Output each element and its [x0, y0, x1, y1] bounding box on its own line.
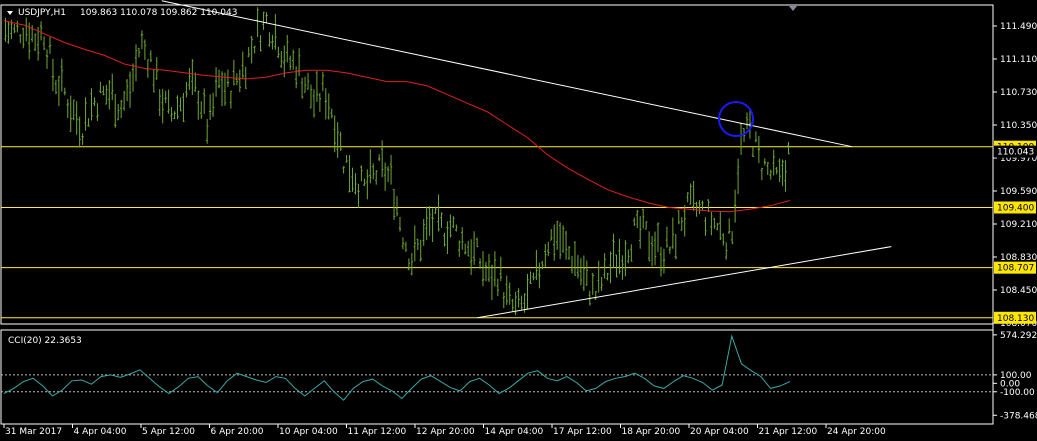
- time-tick-label: 4 Apr 04:00: [74, 427, 127, 437]
- chevron-down-icon[interactable]: [7, 11, 13, 15]
- price-tick-label: 110.350: [1000, 121, 1037, 131]
- time-axis: 31 Mar 2017 4 Apr 04:00 5 Apr 12:00 6 Apr 2…: [3, 424, 886, 437]
- main-chart-frame: [0, 4, 994, 325]
- current-price-tag-label: 110.043: [997, 148, 1034, 158]
- cci-panel-frame: [0, 329, 994, 425]
- ohlc-readout: 109.863 110.078 109.862 110.043: [80, 8, 237, 18]
- price-tick-label: 109.210: [1000, 220, 1037, 230]
- price-tick-label: 109.970: [1000, 154, 1037, 164]
- price-tick-label: 111.490: [1000, 22, 1037, 32]
- cci-title: CCI(20) 22.3653: [8, 336, 82, 346]
- price-tick-label: 109.590: [1000, 187, 1037, 197]
- time-tick-label: 5 Apr 12:00: [142, 427, 195, 437]
- time-tick-label: 14 Apr 04:00: [485, 427, 544, 437]
- cci-tick-label: -100.00: [1000, 388, 1035, 398]
- highlight-circle: [718, 101, 754, 137]
- main-chart-layers: [1, 0, 993, 319]
- price-level-tag-label: 108.707: [997, 264, 1034, 274]
- time-tick-label: 31 Mar 2017: [5, 427, 62, 437]
- trendline[interactable]: [161, 0, 853, 148]
- price-tick-label: 108.830: [1000, 253, 1037, 263]
- symbol-label: USDJPY,H1: [18, 8, 66, 18]
- cci-tick-label: 0.00: [1000, 379, 1020, 389]
- cci-tick-label: -378.4686: [1000, 411, 1037, 421]
- cci-axis: 574.2926 100.000.00-100.00 -378.4686: [993, 331, 1037, 421]
- cci-line: [3, 334, 791, 401]
- time-tick-label: 11 Apr 12:00: [348, 427, 407, 437]
- current-price-tag: [994, 145, 1036, 158]
- trendline[interactable]: [477, 246, 892, 319]
- chart-shift-marker-icon[interactable]: [789, 6, 797, 11]
- price-level-tag-label: 109.400: [997, 203, 1034, 213]
- price-tick-label: 108.450: [1000, 286, 1037, 296]
- time-tick-label: 12 Apr 20:00: [416, 427, 475, 437]
- cci-levels: [1, 374, 993, 393]
- time-tick-label: 10 Apr 04:00: [279, 427, 338, 437]
- time-tick-label: 18 Apr 20:00: [622, 427, 681, 437]
- cci-tick-label: 100.00: [1000, 371, 1032, 381]
- price-tick-label: 108.070: [1000, 319, 1037, 329]
- trendlines[interactable]: [161, 0, 892, 319]
- price-level-tag: [994, 261, 1036, 274]
- time-tick-label: 24 Apr 20:00: [827, 427, 886, 437]
- price-tick-label: 111.110: [1000, 55, 1037, 65]
- price-level-tag: [994, 201, 1036, 214]
- price-level-tag-label: 108.130: [997, 314, 1034, 324]
- time-tick-label: 20 Apr 04:00: [690, 427, 749, 437]
- price-tick-label: 110.730: [1000, 88, 1037, 98]
- price-bars: [4, 7, 790, 316]
- time-tick-label: 21 Apr 12:00: [759, 427, 818, 437]
- horizontal-levels: [1, 146, 993, 319]
- price-level-tag: [994, 311, 1036, 324]
- time-tick-label: 6 Apr 20:00: [211, 427, 264, 437]
- price-axis: 111.490 111.110 110.730 110.350 109.970 109.5…: [993, 22, 1037, 329]
- chart-header: USDJPY,H1 109.863 110.078 109.862 110.04…: [7, 8, 237, 18]
- moving-average-line: [3, 20, 791, 213]
- time-tick-label: 17 Apr 12:00: [553, 427, 612, 437]
- cci-tick-label: 574.2926: [1000, 331, 1037, 341]
